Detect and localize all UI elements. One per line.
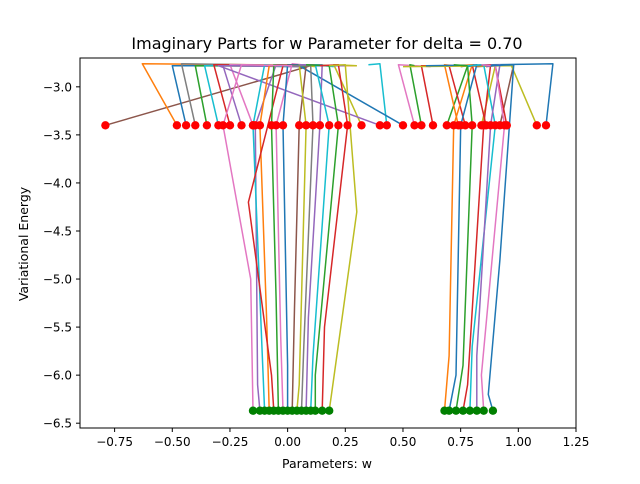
- x-tick-label-8: 1.25: [563, 435, 590, 449]
- upper-level-marker-15-0: [428, 121, 438, 130]
- upper-level-marker-24-0: [541, 121, 551, 130]
- lower-level-marker-43-0: [451, 406, 461, 415]
- upper-level-marker-37-2: [334, 121, 343, 130]
- lower-level-marker-37-0: [311, 406, 320, 415]
- upper-level-marker-38-2: [343, 121, 352, 130]
- upper-level-marker-26-2: [248, 121, 258, 130]
- trajectory-line-39: [328, 63, 358, 411]
- lower-level-marker-47-0: [479, 406, 488, 415]
- upper-level-marker-33-2: [301, 121, 311, 130]
- y-tick-label-7: −6.5: [43, 417, 72, 431]
- upper-level-marker-9-0: [357, 121, 366, 130]
- chart-title: Imaginary Parts for w Parameter for delt…: [131, 34, 522, 53]
- trajectory-line-48: [487, 63, 515, 411]
- x-tick-label-5: 0.50: [390, 435, 417, 449]
- y-tick-label-5: −5.5: [43, 321, 72, 335]
- upper-level-marker-11-0: [382, 121, 391, 130]
- markers-layer: [101, 121, 551, 415]
- upper-level-marker-23-0: [532, 121, 541, 130]
- lower-level-marker-44-0: [458, 406, 468, 415]
- y-tick-label-3: −4.5: [43, 224, 72, 238]
- upper-level-marker-47-2: [500, 121, 509, 130]
- upper-level-marker-0-0: [101, 121, 110, 130]
- upper-level-marker-30-2: [271, 121, 281, 130]
- y-axis-label: Variational Energy: [16, 186, 31, 301]
- upper-level-marker-12-0: [398, 121, 408, 130]
- upper-level-marker-6-0: [225, 121, 235, 130]
- x-axis-label: Parameters: w: [282, 456, 372, 471]
- y-tick-label-4: −5.0: [43, 273, 72, 287]
- upper-level-marker-31-2: [278, 121, 288, 130]
- upper-level-marker-2-0: [181, 121, 191, 130]
- upper-level-marker-3-0: [191, 121, 200, 130]
- upper-level-marker-1-0: [172, 121, 182, 130]
- y-tick-label-6: −6.0: [43, 369, 72, 383]
- upper-level-marker-16-0: [442, 121, 451, 130]
- x-tick-label-4: 0.25: [332, 435, 359, 449]
- lower-level-marker-46-0: [472, 406, 481, 415]
- upper-level-marker-42-2: [456, 121, 465, 130]
- lower-level-marker-40-0: [248, 406, 258, 415]
- trajectory-line-14: [409, 63, 423, 126]
- lower-level-marker-45-0: [465, 406, 475, 415]
- upper-level-marker-43-2: [468, 121, 477, 130]
- trajectory-line-11: [368, 63, 388, 126]
- upper-level-marker-36-2: [325, 121, 334, 130]
- upper-level-marker-32-2: [295, 121, 304, 130]
- upper-level-marker-14-0: [417, 121, 426, 130]
- upper-level-marker-10-0: [375, 121, 385, 130]
- upper-level-marker-35-2: [315, 121, 325, 130]
- upper-level-marker-34-2: [308, 121, 318, 130]
- upper-level-marker-27-2: [255, 121, 265, 130]
- upper-level-marker-46-2: [486, 121, 495, 130]
- y-tick-label-2: −4.0: [43, 176, 72, 190]
- x-tick-label-0: −0.75: [96, 435, 133, 449]
- upper-level-marker-41-2: [449, 121, 458, 130]
- trajectory-line-23: [402, 64, 538, 126]
- y-axis-ticks: −3.0 −3.5 −4.0 −4.5 −5.0 −5.5 −6.0 −6.5: [43, 80, 80, 431]
- lower-level-marker-38-0: [318, 406, 327, 415]
- x-tick-label-6: 0.75: [447, 435, 474, 449]
- y-tick-label-0: −3.0: [43, 80, 72, 94]
- x-tick-label-3: 0.00: [274, 435, 301, 449]
- upper-level-marker-7-0: [237, 121, 246, 130]
- x-tick-label-7: 1.00: [505, 435, 532, 449]
- y-tick-label-1: −3.5: [43, 128, 72, 142]
- x-tick-label-2: −0.25: [212, 435, 249, 449]
- upper-level-marker-4-0: [202, 121, 212, 130]
- upper-level-marker-40-2: [218, 121, 228, 130]
- lower-level-marker-42-0: [444, 406, 454, 415]
- lower-level-marker-48-0: [488, 406, 498, 415]
- lower-level-marker-39-0: [325, 406, 334, 415]
- x-tick-label-1: −0.50: [154, 435, 191, 449]
- plot-frame: [79, 57, 577, 429]
- upper-level-marker-44-2: [479, 121, 488, 130]
- x-axis-ticks: −0.75 −0.50 −0.25 0.00 0.25 0.50 0.75 1.00 1.25: [96, 428, 589, 449]
- upper-level-marker-13-0: [410, 121, 419, 130]
